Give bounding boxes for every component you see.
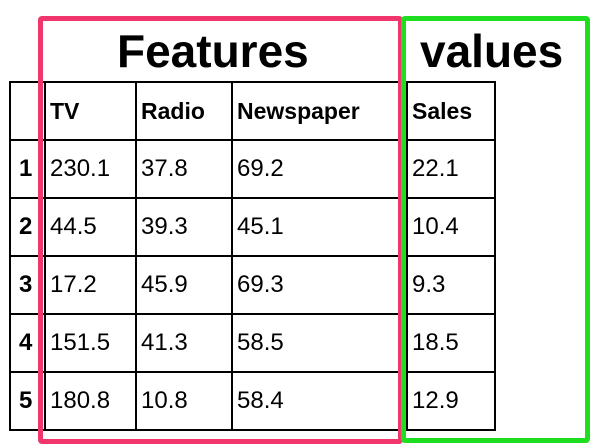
- cell-radio: 41.3: [135, 313, 233, 373]
- cell-newspaper: 69.3: [231, 255, 408, 315]
- cell-radio: 45.9: [135, 255, 233, 315]
- values-highlight-box: [401, 16, 590, 443]
- values-label: values: [420, 25, 564, 77]
- cell-sales: 10.4: [406, 197, 496, 257]
- features-label: Features: [117, 25, 309, 77]
- cell-newspaper: 69.2: [231, 139, 408, 199]
- cell-sales: 9.3: [406, 255, 496, 315]
- table-header-row: TV Radio Newspaper Sales: [9, 81, 496, 141]
- advertising-data-table: TV Radio Newspaper Sales 1 230.1 37.8 69…: [9, 81, 496, 431]
- cell-sales: 12.9: [406, 371, 496, 431]
- cell-newspaper: 58.5: [231, 313, 408, 373]
- header-radio: Radio: [135, 81, 233, 141]
- cell-radio: 39.3: [135, 197, 233, 257]
- cell-tv: 230.1: [44, 139, 137, 199]
- cell-newspaper: 58.4: [231, 371, 408, 431]
- cell-newspaper: 45.1: [231, 197, 408, 257]
- table-row: 2 44.5 39.3 45.1 10.4: [9, 197, 496, 257]
- header-sales: Sales: [406, 81, 496, 141]
- cell-sales: 22.1: [406, 139, 496, 199]
- cell-radio: 10.8: [135, 371, 233, 431]
- cell-radio: 37.8: [135, 139, 233, 199]
- cell-tv: 151.5: [44, 313, 137, 373]
- header-tv: TV: [44, 81, 137, 141]
- cell-tv: 180.8: [44, 371, 137, 431]
- cell-tv: 17.2: [44, 255, 137, 315]
- table-row: 5 180.8 10.8 58.4 12.9: [9, 371, 496, 431]
- features-highlight-box: [38, 16, 403, 444]
- cell-sales: 18.5: [406, 313, 496, 373]
- table-row: 3 17.2 45.9 69.3 9.3: [9, 255, 496, 315]
- cell-tv: 44.5: [44, 197, 137, 257]
- header-newspaper: Newspaper: [231, 81, 408, 141]
